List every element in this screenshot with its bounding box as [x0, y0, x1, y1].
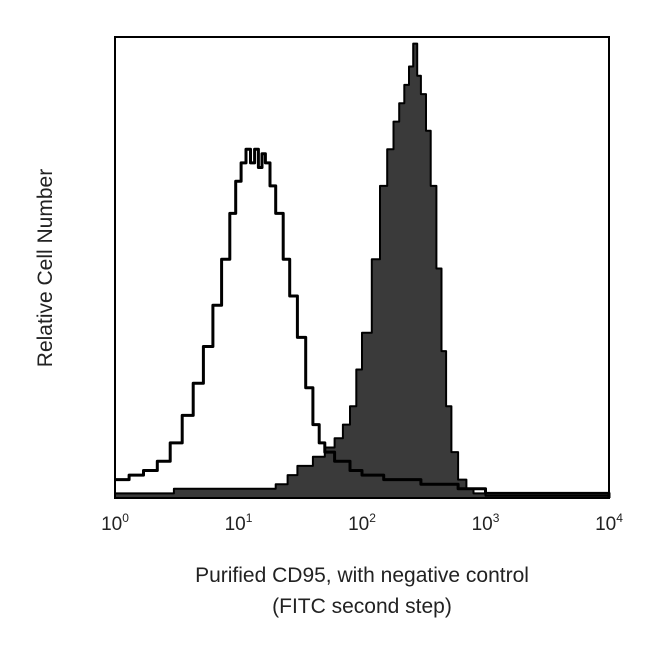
series-layer — [114, 42, 611, 499]
x-axis-title-line-2: (FITC second step) — [272, 595, 452, 618]
plot-frame — [114, 36, 610, 499]
x-tick-label-2: 102 — [348, 511, 376, 535]
x-tick-label-0: 100 — [101, 511, 129, 535]
series-outline-histogram — [115, 147, 611, 498]
x-tick-label-3: 103 — [472, 511, 500, 535]
series-filled-histogram — [114, 42, 610, 499]
x-tick-label-1: 101 — [225, 511, 253, 535]
x-axis-title-line-1: Purified CD95, with negative control — [195, 564, 529, 587]
x-tick-layer: 100 101 102 103 104 — [101, 511, 623, 535]
y-axis-title: Relative Cell Number — [34, 169, 57, 367]
x-tick-label-4: 104 — [595, 511, 623, 535]
